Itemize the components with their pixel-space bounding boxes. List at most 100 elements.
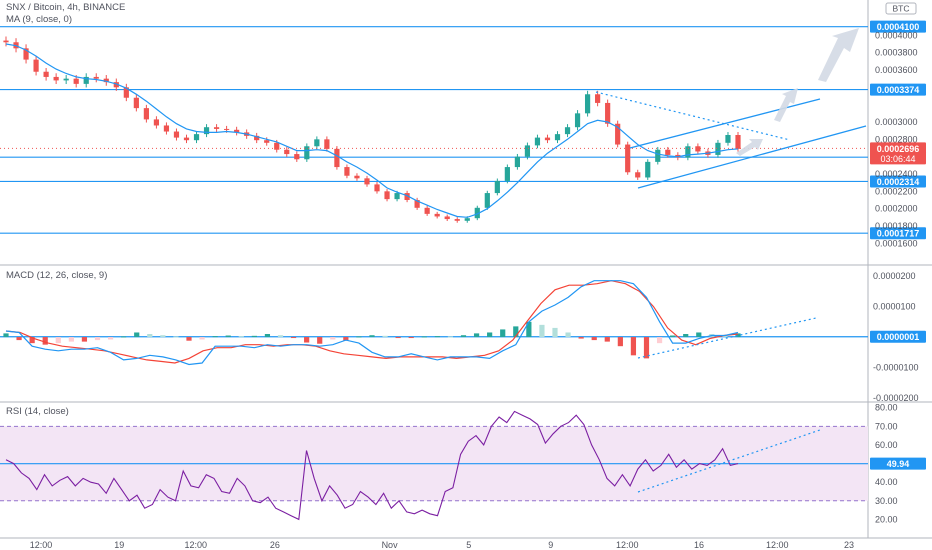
macd-hist-bar[interactable] [238, 336, 244, 338]
candle[interactable] [404, 193, 410, 200]
macd-hist-bar[interactable] [55, 337, 61, 344]
candle[interactable] [193, 134, 200, 141]
macd-hist-bar[interactable] [643, 337, 650, 359]
macd-hist-bar[interactable] [591, 337, 597, 341]
projection-arrow-large[interactable] [818, 28, 859, 82]
macd-hist-bar[interactable] [147, 334, 153, 338]
macd-hist-bar[interactable] [107, 337, 114, 340]
candle[interactable] [464, 218, 470, 221]
macd-hist-bar[interactable] [81, 337, 88, 342]
macd-hist-bar[interactable] [3, 333, 9, 338]
candle[interactable] [725, 135, 731, 143]
projection-arrow-small[interactable] [774, 88, 798, 122]
candle[interactable] [424, 207, 430, 214]
candle[interactable] [534, 137, 541, 146]
candle[interactable] [133, 97, 139, 109]
macd-hist-bar[interactable] [656, 337, 663, 344]
macd-hist-bar[interactable] [317, 337, 323, 344]
candle[interactable] [514, 156, 520, 168]
candle[interactable] [364, 178, 370, 185]
macd-hist-bar[interactable] [683, 334, 689, 338]
macd-hist-bar[interactable] [199, 337, 205, 340]
candle[interactable] [274, 142, 280, 150]
macd-hist-bar[interactable] [526, 321, 532, 338]
macd-hist-bar[interactable] [382, 335, 388, 338]
macd-hist-bar[interactable] [421, 336, 427, 338]
candle[interactable] [153, 119, 160, 126]
candle[interactable] [384, 191, 390, 200]
candle[interactable] [324, 139, 330, 149]
macd-hist-bar[interactable] [160, 335, 166, 338]
rsi-trend-line[interactable] [637, 429, 821, 493]
candle[interactable] [83, 76, 89, 84]
macd-hist-bar[interactable] [356, 336, 362, 338]
macd-hist-bar[interactable] [722, 335, 728, 338]
ma-line[interactable] [5, 43, 739, 218]
price-pane[interactable]: 0.00041000.00033740.00025940.00023140.00… [0, 20, 926, 249]
channel-lower-line[interactable] [637, 125, 867, 189]
candle[interactable] [304, 146, 310, 160]
macd-indicator-label[interactable]: MACD (12, 26, close, 9) [6, 270, 107, 281]
macd-hist-bar[interactable] [696, 332, 702, 338]
candle[interactable] [3, 40, 9, 43]
candle[interactable] [615, 123, 621, 145]
macd-hist-bar[interactable] [225, 335, 231, 338]
rsi-line[interactable] [5, 410, 739, 521]
macd-hist-bar[interactable] [447, 336, 454, 338]
candle[interactable] [635, 172, 641, 178]
candle[interactable] [203, 127, 210, 135]
macd-hist-bar[interactable] [473, 333, 480, 338]
macd-hist-bar[interactable] [173, 336, 179, 338]
candle[interactable] [494, 180, 500, 194]
candle[interactable] [715, 142, 721, 155]
candle[interactable] [414, 200, 420, 208]
candle[interactable] [394, 193, 400, 200]
macd-hist-bar[interactable] [434, 336, 440, 338]
macd-pane[interactable]: 0.0000200 0.0000100 -0.0000100 -0.0000200 0.… [0, 271, 926, 403]
candle[interactable] [524, 145, 531, 157]
candle[interactable] [354, 175, 360, 179]
candle[interactable] [484, 193, 490, 208]
channel-upper-line[interactable] [629, 98, 821, 149]
macd-hist-bar[interactable] [395, 337, 401, 339]
macd-hist-bar[interactable] [630, 337, 637, 356]
candle[interactable] [434, 213, 440, 217]
macd-hist-bar[interactable] [513, 326, 519, 338]
macd-hist-bar[interactable] [565, 332, 571, 338]
candle[interactable] [43, 71, 49, 77]
candle[interactable] [655, 149, 661, 162]
candle[interactable] [143, 108, 149, 120]
projection-arrow-tiny[interactable] [736, 139, 763, 156]
macd-hist-bar[interactable] [330, 337, 336, 340]
candle[interactable] [645, 161, 651, 178]
candle[interactable] [374, 184, 380, 192]
time-axis[interactable]: 12:00 19 12:00 26 Nov 5 9 12:00 16 12:00 23 [30, 540, 854, 550]
candle[interactable] [665, 149, 671, 155]
candle[interactable] [454, 219, 460, 221]
candle[interactable] [103, 78, 109, 83]
ma-indicator-label[interactable]: MA (9, close, 0) [6, 14, 72, 25]
candle[interactable] [574, 113, 581, 128]
macd-hist-bar[interactable] [617, 337, 623, 347]
candle[interactable] [23, 48, 29, 60]
candle[interactable] [504, 167, 510, 181]
macd-line[interactable] [5, 280, 739, 366]
rsi-indicator-label[interactable]: RSI (14, close) [6, 406, 69, 417]
candle[interactable] [474, 207, 480, 219]
candle[interactable] [93, 76, 99, 79]
macd-hist-bar[interactable] [134, 332, 140, 338]
candle[interactable] [344, 167, 350, 176]
candle[interactable] [264, 140, 270, 143]
macd-hist-bar[interactable] [212, 336, 218, 338]
macd-hist-bar[interactable] [500, 329, 506, 338]
resistance-dotted-line[interactable] [595, 91, 791, 141]
macd-hist-bar[interactable] [264, 334, 271, 338]
candle[interactable] [224, 128, 230, 130]
candle[interactable] [254, 135, 260, 141]
macd-hist-bar[interactable] [186, 337, 192, 341]
macd-hist-bar[interactable] [290, 337, 297, 339]
macd-hist-bar[interactable] [670, 335, 676, 338]
candle[interactable] [625, 144, 631, 173]
candle[interactable] [735, 135, 741, 149]
